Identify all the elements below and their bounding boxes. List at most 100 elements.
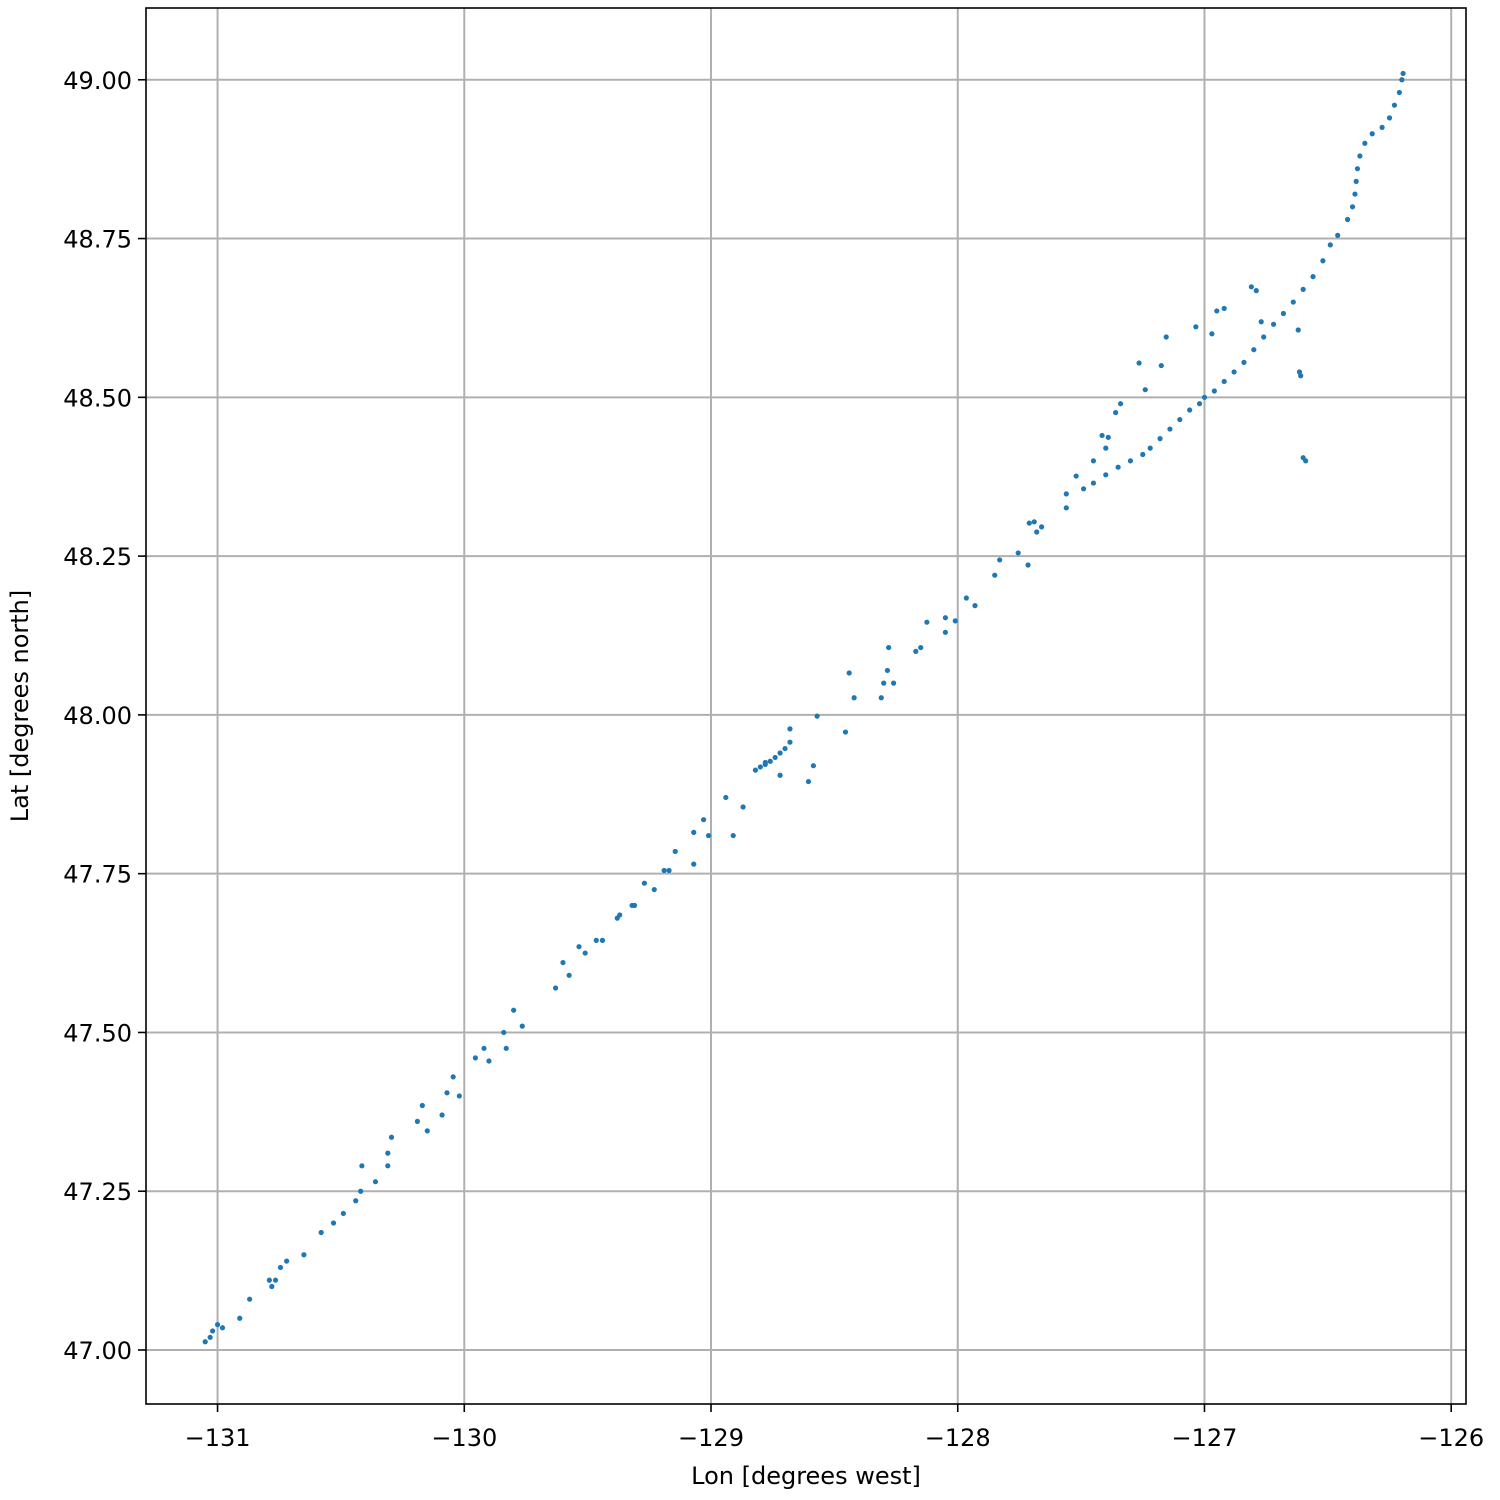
point <box>237 1315 243 1321</box>
point <box>1354 166 1361 172</box>
y-tick-label: 47.50 <box>63 1019 132 1047</box>
point <box>1034 529 1040 535</box>
point <box>942 615 949 621</box>
point <box>1103 472 1109 478</box>
point <box>631 902 638 909</box>
point <box>730 832 736 839</box>
point <box>1209 331 1215 337</box>
x-tick-label: −127 <box>1172 1424 1238 1452</box>
point <box>330 1220 337 1226</box>
point <box>1391 102 1398 108</box>
y-tick-label: 48.00 <box>63 702 132 730</box>
point <box>511 1007 517 1013</box>
point <box>1163 334 1169 340</box>
point <box>1090 480 1097 486</box>
point <box>1253 288 1259 294</box>
point <box>301 1252 307 1258</box>
point <box>1290 299 1296 305</box>
point <box>701 817 707 823</box>
point <box>284 1258 290 1264</box>
point <box>1063 505 1069 511</box>
point <box>1158 362 1164 369</box>
point <box>1258 319 1264 325</box>
point <box>1280 310 1287 317</box>
point <box>1115 464 1121 470</box>
point <box>1231 369 1237 375</box>
point <box>617 912 623 918</box>
point <box>814 713 820 719</box>
point <box>757 764 763 770</box>
point <box>1026 520 1032 526</box>
point <box>456 1093 462 1099</box>
point <box>576 944 582 950</box>
point <box>1090 458 1097 464</box>
y-tick-label: 48.75 <box>63 226 132 254</box>
grid <box>146 8 1466 1404</box>
point <box>881 680 887 686</box>
point <box>439 1112 445 1118</box>
point <box>1105 434 1111 440</box>
point <box>247 1296 253 1302</box>
point <box>566 972 572 978</box>
point <box>992 572 998 578</box>
point <box>1015 550 1021 556</box>
point <box>1396 89 1402 96</box>
y-tick-label: 47.00 <box>63 1337 132 1365</box>
point <box>1353 178 1359 184</box>
point <box>503 1045 509 1051</box>
point <box>805 778 812 785</box>
point <box>486 1058 492 1064</box>
point <box>272 1277 279 1283</box>
point <box>1113 409 1119 416</box>
point <box>1136 360 1142 366</box>
x-tick-label: −129 <box>678 1424 744 1452</box>
y-tick-label: 48.25 <box>63 543 132 571</box>
point <box>419 1102 425 1109</box>
point <box>1073 473 1079 479</box>
point <box>1031 519 1037 525</box>
point <box>777 750 783 756</box>
point <box>372 1179 379 1185</box>
point <box>1320 258 1326 264</box>
point <box>924 619 930 625</box>
point <box>1117 401 1124 407</box>
point <box>1039 524 1045 530</box>
point <box>269 1283 275 1290</box>
point <box>444 1090 450 1096</box>
point <box>1142 387 1148 393</box>
point <box>1157 436 1163 442</box>
points <box>202 70 1406 1345</box>
point <box>1147 445 1153 451</box>
point <box>1310 274 1316 280</box>
point <box>787 739 793 745</box>
point <box>210 1328 216 1334</box>
point <box>481 1045 487 1051</box>
point <box>1261 334 1267 340</box>
point <box>963 595 969 601</box>
point <box>1025 562 1031 568</box>
point <box>1221 305 1227 312</box>
x-tick-label: −130 <box>431 1424 497 1452</box>
point <box>1349 204 1356 210</box>
point <box>1327 242 1333 248</box>
point <box>414 1118 421 1124</box>
point <box>1270 321 1277 327</box>
point <box>705 832 712 839</box>
point <box>560 959 566 966</box>
point <box>1303 458 1309 464</box>
point <box>1352 191 1358 197</box>
point <box>886 644 892 651</box>
y-tick-label: 48.50 <box>63 384 132 412</box>
point <box>1335 232 1341 238</box>
point <box>651 886 657 893</box>
x-tick-label: −131 <box>185 1424 251 1452</box>
point <box>691 861 697 867</box>
point <box>777 772 783 778</box>
point <box>1357 153 1363 159</box>
point <box>1080 486 1087 492</box>
point <box>1211 388 1217 394</box>
point <box>359 1163 365 1169</box>
point <box>358 1188 364 1194</box>
